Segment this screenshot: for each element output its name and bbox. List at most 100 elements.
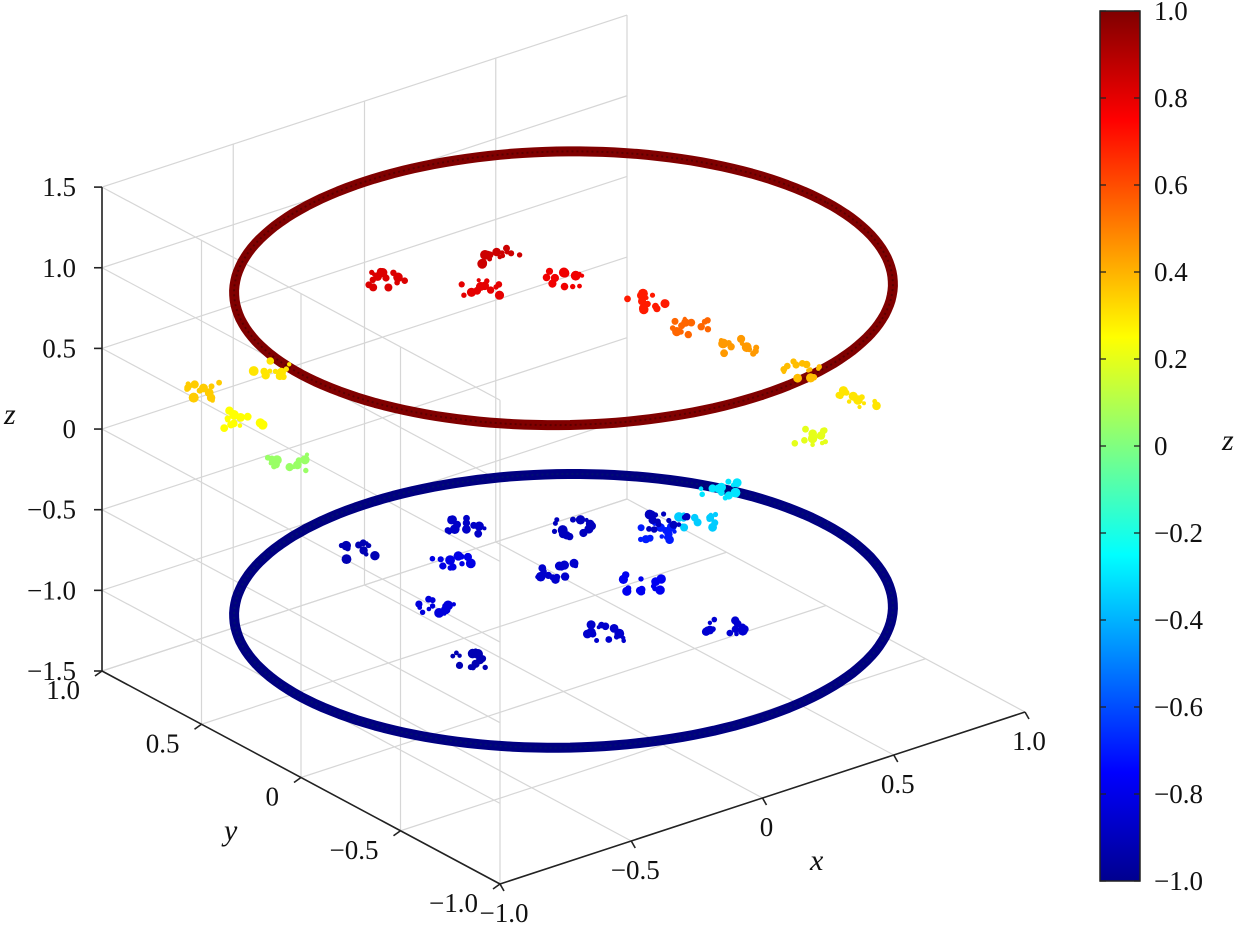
data-point (661, 511, 667, 517)
label-layer: z y x −1.5 −1.0 −0.5 0 0.5 1.0 1.5 −1.0 −0.5 0 0.5… (3, 172, 1046, 928)
data-point (454, 650, 459, 656)
cluster (669, 316, 712, 339)
data-point (492, 247, 501, 257)
data-point (821, 432, 826, 437)
data-point (708, 484, 717, 493)
data-point (791, 440, 799, 447)
data-point (862, 401, 866, 406)
data-point (637, 524, 645, 532)
data-point (586, 620, 596, 630)
data-point (718, 338, 729, 349)
data-point (573, 563, 579, 569)
data-point (801, 437, 808, 444)
data-point (225, 406, 234, 415)
y-tick-mark (194, 723, 202, 730)
data-point (586, 627, 596, 637)
z-tick-label: −1.0 (27, 575, 76, 605)
data-point (683, 513, 691, 521)
cluster (535, 558, 579, 584)
cluster (365, 267, 409, 292)
data-point (664, 530, 673, 539)
data-point (614, 628, 625, 639)
cluster (624, 288, 670, 315)
data-point (459, 561, 465, 567)
data-point (570, 283, 576, 290)
data-point (484, 278, 490, 284)
data-point (838, 394, 844, 399)
data-point (540, 568, 547, 575)
data-point (753, 344, 760, 351)
data-point (342, 556, 347, 561)
data-point (458, 281, 465, 288)
data-point (451, 602, 456, 607)
data-point (848, 391, 858, 401)
cluster (674, 511, 719, 532)
data-point (646, 510, 657, 520)
data-point (417, 605, 423, 610)
data-point (624, 295, 631, 303)
data-point (671, 317, 679, 325)
data-point (726, 629, 734, 637)
data-point (285, 463, 294, 472)
data-point (637, 291, 645, 300)
data-point (737, 625, 748, 636)
data-point (577, 283, 582, 289)
data-point (698, 486, 704, 492)
z-tick-label: −0.5 (27, 495, 76, 525)
data-point (495, 281, 503, 288)
data-point (605, 636, 613, 643)
x-tick-mark (499, 883, 505, 892)
data-point (453, 520, 461, 529)
data-point (271, 463, 277, 470)
data-point (711, 519, 719, 527)
data-point (644, 295, 649, 300)
data-point (376, 267, 385, 276)
data-point (220, 424, 229, 432)
data-point (439, 563, 444, 569)
data-point (266, 358, 272, 364)
data-point (806, 373, 816, 383)
colorbar-gradient (1099, 10, 1141, 882)
data-point (684, 330, 692, 339)
x-tick-label: −0.5 (611, 855, 660, 885)
data-point (463, 552, 472, 562)
data-point (369, 269, 375, 275)
data-point (793, 373, 802, 383)
data-point (637, 587, 646, 596)
cluster (444, 514, 487, 538)
x-tick-label: −1.0 (480, 898, 529, 928)
data-point (443, 600, 453, 611)
data-point (359, 546, 368, 555)
cluster (220, 406, 268, 432)
data-point (727, 343, 735, 351)
data-point (656, 574, 666, 584)
data-point (394, 279, 400, 286)
colorbar-tick-label: −0.2 (1154, 518, 1203, 548)
data-point (300, 455, 310, 465)
data-point (341, 554, 352, 564)
data-point (476, 283, 482, 290)
data-point (690, 513, 699, 522)
wall-grid-line (101, 347, 501, 562)
data-point (384, 283, 393, 292)
data-point (650, 583, 657, 589)
data-point (596, 625, 601, 630)
z-tick-label: 0 (63, 414, 77, 444)
data-point (303, 467, 309, 474)
cluster (415, 595, 456, 618)
data-point (462, 524, 471, 534)
data-point (474, 521, 484, 531)
data-point (401, 277, 409, 285)
data-point (661, 299, 666, 304)
data-point (237, 423, 243, 428)
data-point (857, 404, 862, 410)
data-point (594, 638, 600, 643)
x-axis-label: x (809, 844, 824, 877)
data-point (705, 625, 715, 635)
data-point (646, 534, 654, 542)
data-point (739, 341, 745, 346)
wall-grid-line (101, 498, 628, 672)
data-point (551, 528, 558, 535)
data-point (545, 267, 554, 275)
